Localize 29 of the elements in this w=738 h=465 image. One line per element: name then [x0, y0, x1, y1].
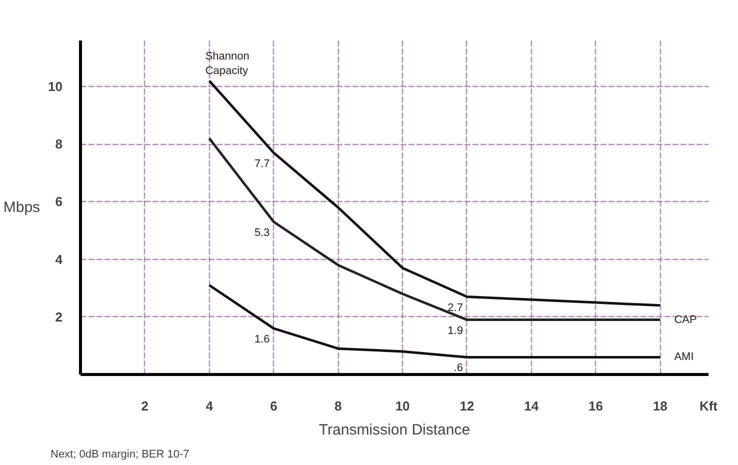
- data-label: 2.7: [448, 302, 463, 314]
- y-tick-label: 8: [55, 136, 63, 152]
- series-label: AMI: [674, 351, 694, 364]
- y-tick-label: 4: [55, 252, 64, 267]
- y-tick-label: 6: [55, 194, 63, 210]
- x-tick-label: 18: [652, 398, 668, 414]
- x-tick-label: Kft: [699, 398, 718, 414]
- data-label: 1.6: [254, 333, 270, 346]
- x-tick-label: 16: [588, 398, 604, 414]
- x-tick-label: 4: [206, 398, 214, 414]
- x-tick-label: 2: [141, 398, 149, 414]
- x-tick-label: 8: [334, 398, 342, 414]
- series-label: CAP: [674, 314, 697, 326]
- x-tick-label: 14: [524, 398, 540, 414]
- x-tick-label: 12: [460, 398, 474, 414]
- y-axis-title: Mbps: [3, 199, 40, 216]
- y-tick-label: 10: [48, 79, 63, 94]
- data-label: .6: [454, 362, 463, 374]
- line-series: [208, 137, 662, 322]
- y-tick-label: 2: [55, 309, 63, 324]
- x-axis-title: Transmission Distance: [318, 422, 470, 438]
- data-label: 5.3: [254, 226, 270, 239]
- data-label: 7.7: [254, 158, 270, 170]
- x-tick-label: 10: [395, 398, 410, 414]
- series-label: Shannon Capacity: [205, 50, 250, 77]
- text: Next; 0dB margin; BER 10-7: [50, 448, 190, 460]
- data-label: 1.9: [448, 324, 463, 337]
- line-series: [208, 284, 662, 358]
- x-tick-label: 6: [270, 398, 278, 414]
